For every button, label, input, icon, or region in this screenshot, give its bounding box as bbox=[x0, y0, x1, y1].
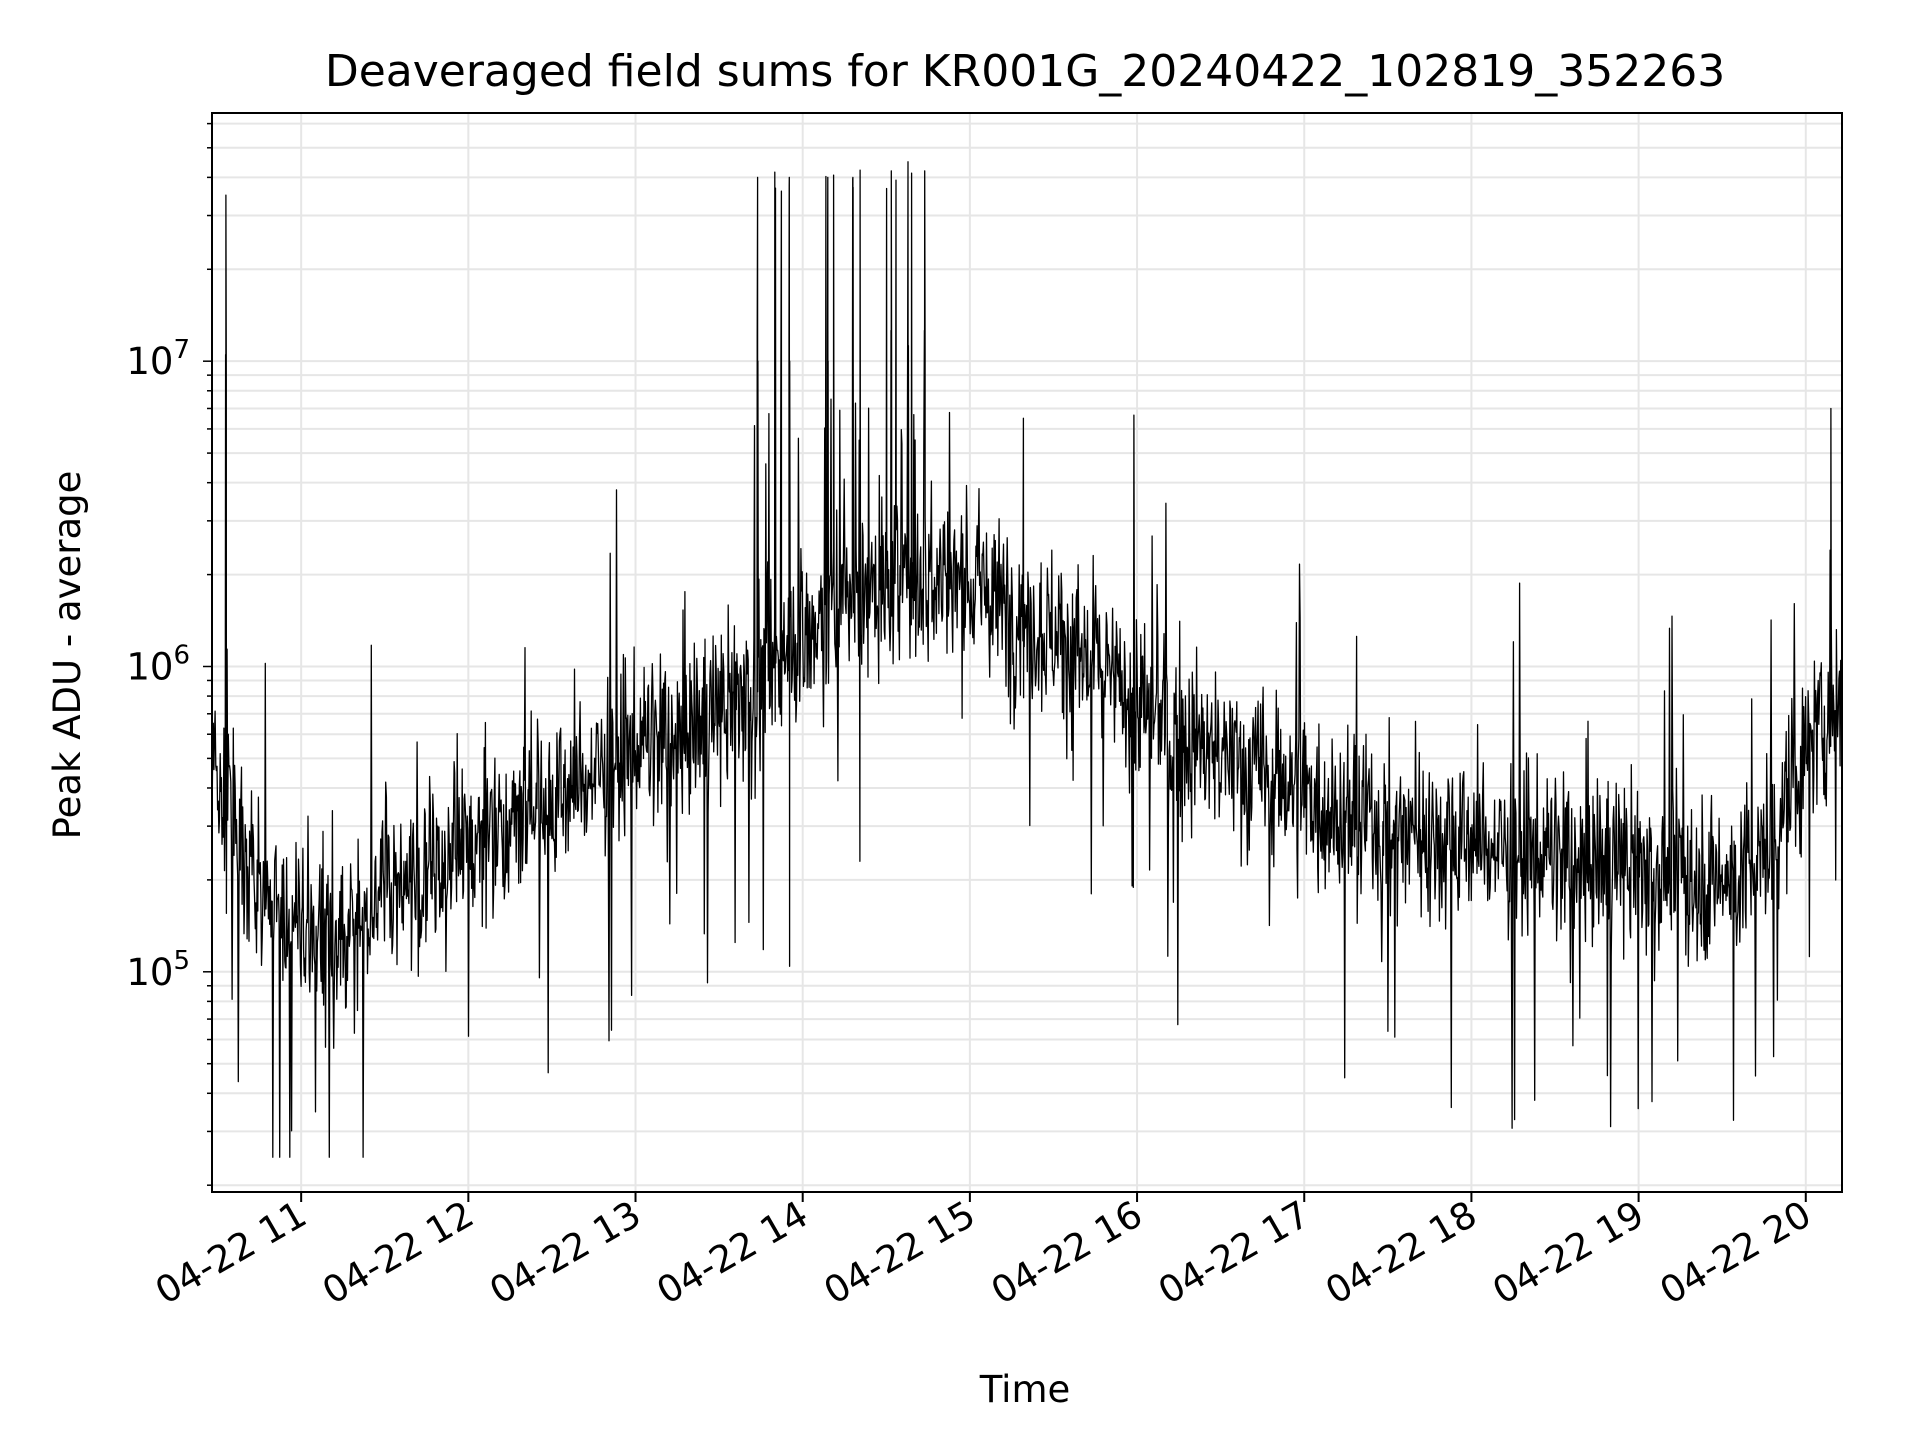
x-tick-label: 04-22 20 bbox=[1653, 1193, 1819, 1313]
x-tick-label: 04-22 14 bbox=[650, 1193, 816, 1313]
plot-frame bbox=[211, 112, 1843, 1193]
x-axis-title: Time bbox=[979, 1368, 1071, 1411]
x-tick-label: 04-22 12 bbox=[315, 1193, 481, 1313]
data-line bbox=[211, 161, 1843, 1158]
x-tick-label: 04-22 15 bbox=[817, 1193, 983, 1313]
x-tick-label: 04-22 16 bbox=[984, 1193, 1150, 1313]
x-tick-label: 04-22 17 bbox=[1151, 1193, 1317, 1313]
y-tick-label: 105 bbox=[126, 946, 190, 994]
x-tick-label: 04-22 18 bbox=[1318, 1193, 1484, 1313]
y-tick-label: 106 bbox=[126, 640, 190, 688]
x-tick-label: 04-22 19 bbox=[1486, 1193, 1652, 1313]
x-tick-label: 04-22 11 bbox=[148, 1193, 314, 1313]
y-axis-title: Peak ADU - average bbox=[46, 471, 89, 840]
data-series bbox=[211, 161, 1843, 1158]
x-tick-label: 04-22 13 bbox=[482, 1193, 648, 1313]
chart-title: Deaveraged field sums for KR001G_2024042… bbox=[325, 46, 1725, 97]
axis-ticks: 04-22 11 04-22 12 04-22 13 04-22 14 04-22 15… bbox=[126, 122, 1819, 1313]
y-tick-label: 107 bbox=[126, 335, 190, 383]
